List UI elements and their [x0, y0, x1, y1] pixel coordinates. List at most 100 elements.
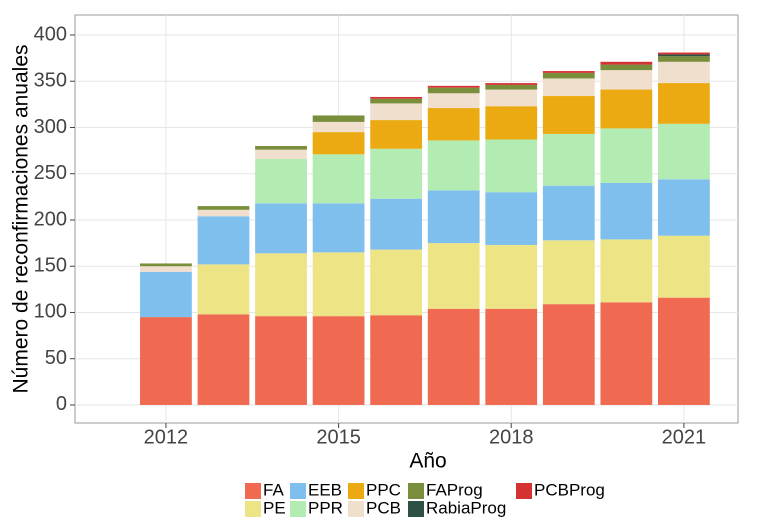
legend-label: PPR: [308, 498, 343, 517]
bar-segment: [600, 302, 653, 405]
bar-segment: [140, 271, 192, 318]
bar-segment: [197, 216, 250, 265]
bar-segment: [197, 314, 250, 405]
bar-segment: [658, 56, 710, 62]
bar-segment: [370, 198, 423, 250]
bar-segment: [485, 106, 538, 140]
bar-segment: [427, 85, 480, 88]
bar-segment: [140, 317, 192, 405]
bar-segment: [600, 239, 653, 303]
y-tick-label: 200: [34, 208, 67, 230]
y-tick-label: 350: [34, 70, 67, 92]
bar-segment: [600, 64, 653, 71]
bar-segment: [600, 182, 653, 240]
bar-segment: [542, 78, 595, 97]
bar-segment: [255, 145, 307, 150]
legend-label: RabiaProg: [426, 498, 506, 517]
bar-segment: [485, 84, 538, 90]
bar-segment: [370, 315, 423, 405]
bar-segment: [658, 52, 710, 55]
bar-segment: [485, 192, 538, 245]
bar-segment: [255, 149, 307, 159]
bar-segment: [658, 54, 710, 57]
legend-key: [408, 501, 424, 517]
bar-segment: [427, 108, 480, 141]
bar-segment: [140, 263, 192, 267]
bar-segment: [140, 266, 192, 272]
y-tick-label: 150: [34, 255, 67, 277]
legend-label: PE: [263, 498, 286, 517]
bar-segment: [312, 154, 365, 204]
bar-segment: [312, 316, 365, 405]
bar-segment: [542, 96, 595, 134]
y-tick-label: 100: [34, 301, 67, 323]
bar-segment: [197, 264, 250, 315]
x-axis-label: Año: [409, 450, 446, 473]
legend-label: FA: [263, 480, 284, 499]
bar-segment: [427, 93, 480, 109]
bar-segment: [542, 133, 595, 186]
bar-segment: [312, 203, 365, 253]
bar-segment: [600, 89, 653, 129]
legend-label: EEB: [308, 480, 342, 499]
bar-segment: [658, 83, 710, 124]
bar-segment: [427, 243, 480, 309]
bar-segment: [370, 103, 423, 121]
bar-segment: [658, 123, 710, 180]
y-tick-label: 0: [56, 393, 67, 415]
legend-label: FAProg: [426, 480, 483, 499]
bar-segment: [427, 87, 480, 94]
bar-segment: [485, 139, 538, 193]
y-tick-label: 50: [45, 347, 67, 369]
legend-key: [290, 501, 306, 517]
bar-segment: [312, 115, 365, 122]
y-axis-label: Número de reconfirmaciones anuales: [10, 44, 33, 393]
legend-key: [348, 483, 364, 499]
legend-key: [290, 483, 306, 499]
bar-segment: [255, 316, 307, 405]
bar-segment: [370, 120, 423, 149]
bar-segment: [485, 89, 538, 107]
x-tick-label: 2012: [144, 426, 189, 448]
bar-segment: [658, 179, 710, 236]
bar-segment: [485, 308, 538, 405]
bar-segment: [197, 209, 250, 217]
bar-segment: [370, 96, 423, 99]
bar-segment: [427, 140, 480, 191]
bar-segment: [255, 158, 307, 204]
bar-segment: [312, 252, 365, 317]
bar-segment: [600, 128, 653, 183]
y-tick-label: 250: [34, 162, 67, 184]
y-tick-label: 300: [34, 116, 67, 138]
bar-segment: [370, 249, 423, 316]
y-tick-label: 400: [34, 23, 67, 45]
bar-segment: [600, 70, 653, 90]
bar-segment: [370, 148, 423, 199]
bar-segment: [427, 190, 480, 244]
x-tick-label: 2021: [662, 426, 707, 448]
legend-key: [516, 483, 532, 499]
bar-segment: [658, 235, 710, 298]
legend-label: PPC: [366, 480, 401, 499]
bar-segment: [542, 240, 595, 305]
legend-label: PCB: [366, 498, 401, 517]
legend-label: PCBProg: [534, 480, 605, 499]
bar-segment: [312, 121, 365, 133]
bar-segment: [542, 71, 595, 73]
bar-segment: [427, 308, 480, 405]
bar-segment: [485, 83, 538, 85]
bar-segment: [658, 61, 710, 84]
bar-segment: [312, 132, 365, 155]
bar-segment: [658, 297, 710, 405]
bar-segment: [542, 72, 595, 79]
bar-segment: [255, 253, 307, 317]
x-tick-label: 2018: [489, 426, 534, 448]
legend-key: [245, 483, 261, 499]
bar-segment: [600, 61, 653, 65]
bar-segment: [542, 185, 595, 241]
legend-key: [408, 483, 424, 499]
bar-segment: [255, 203, 307, 254]
legend-key: [245, 501, 261, 517]
bar-segment: [197, 206, 250, 210]
